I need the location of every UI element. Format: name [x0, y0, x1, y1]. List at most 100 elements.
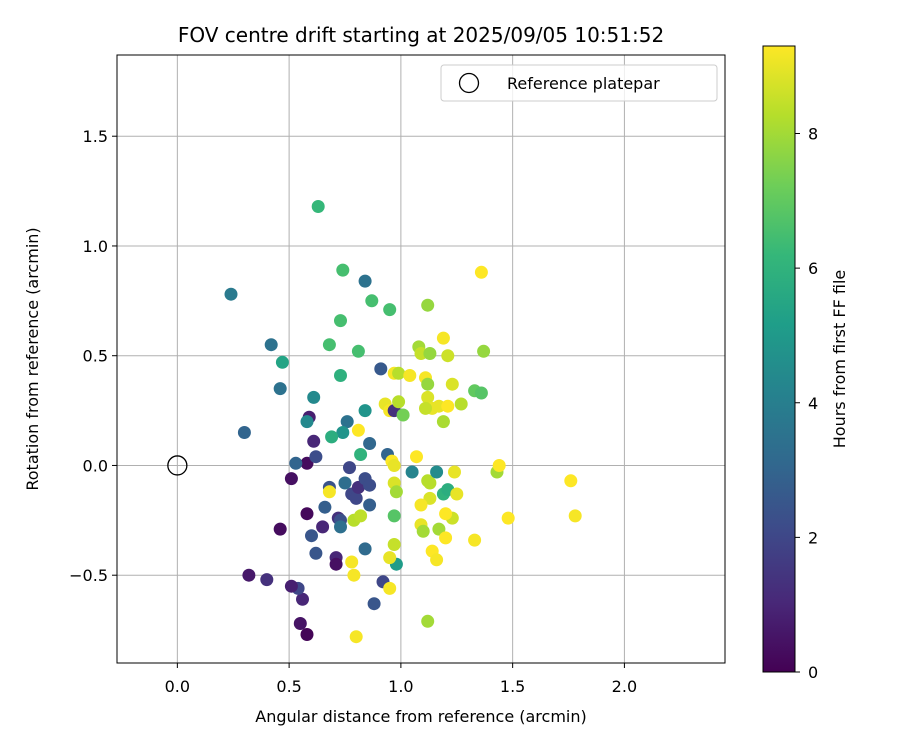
scatter-point — [338, 476, 352, 490]
scatter-point — [416, 524, 430, 538]
scatter-point — [454, 397, 468, 411]
scatter-point — [318, 500, 332, 514]
reference-marker — [167, 455, 188, 476]
legend-label: Reference platepar — [507, 74, 660, 93]
scatter-point — [347, 568, 361, 582]
scatter-point — [392, 366, 406, 380]
y-tick-label: 1.0 — [83, 237, 108, 256]
scatter-point — [367, 597, 381, 611]
scatter-point — [492, 459, 506, 472]
scatter-point — [363, 498, 377, 512]
scatter-point — [289, 456, 303, 470]
colorbar-label: Hours from first FF file — [830, 270, 849, 449]
scatter-point — [345, 555, 359, 569]
scatter-point — [300, 415, 314, 429]
x-axis-label: Angular distance from reference (arcmin) — [255, 707, 586, 726]
scatter-point — [389, 485, 403, 499]
scatter-point — [275, 355, 289, 369]
scatter-point — [374, 362, 388, 376]
scatter-point — [430, 465, 444, 479]
reference-layer — [167, 455, 188, 476]
scatter-point — [322, 338, 336, 352]
scatter-point — [441, 349, 455, 363]
legend-marker — [458, 72, 480, 94]
scatter-point — [273, 382, 287, 396]
scatter-point — [410, 450, 423, 464]
scatter-point — [358, 274, 372, 288]
scatter-point — [351, 423, 365, 437]
scatter-point — [439, 531, 453, 545]
scatter-point — [474, 386, 488, 400]
scatter-point — [307, 390, 321, 404]
y-tick-label: 1.5 — [83, 127, 108, 146]
colorbar-tick-label: 0 — [808, 663, 818, 682]
scatter-point — [296, 592, 309, 606]
colorbar-tick-label: 2 — [808, 528, 818, 547]
scatter-point — [300, 507, 314, 521]
scatter-point — [284, 472, 298, 486]
scatter-point — [387, 459, 401, 472]
scatter-point — [354, 509, 368, 523]
scatter-point — [414, 347, 428, 360]
scatter-point — [334, 314, 347, 328]
scatter-point — [423, 476, 437, 490]
colorbar-frame — [762, 45, 796, 673]
scatter-point — [300, 628, 314, 641]
scatter-point — [430, 553, 444, 567]
y-tick-label: 0.5 — [83, 347, 108, 366]
scatter-point — [474, 265, 488, 279]
scatter-point — [439, 507, 453, 521]
scatter-point — [414, 498, 428, 512]
scatter-point — [363, 437, 377, 450]
scatter-point — [358, 404, 372, 418]
legend: Reference platepar — [440, 64, 718, 102]
scatter-point — [316, 520, 330, 534]
scatter-point — [436, 415, 450, 429]
scatter-point — [358, 542, 372, 556]
colorbar: 0 2 4 6 8 Hours from first FF file — [762, 45, 849, 682]
x-tick-label: 2.0 — [612, 677, 637, 696]
scatter-point — [436, 331, 450, 345]
scatter-point — [340, 415, 354, 429]
scatter-point — [432, 399, 446, 413]
colorbar-tick-label: 4 — [808, 394, 818, 413]
scatter-point — [568, 509, 582, 523]
legend-box — [440, 64, 718, 102]
scatter-point — [450, 487, 464, 501]
tick-layer: 0.0 0.5 1.0 1.5 2.0 −0.5 0.0 0.5 1.0 1.5 — [69, 127, 637, 696]
y-tick-label: −0.5 — [69, 566, 108, 585]
scatter-point — [300, 456, 314, 470]
scatter-point — [354, 448, 368, 461]
scatter-point — [363, 478, 377, 492]
scatter-point — [501, 511, 515, 525]
colorbar-tick-label: 8 — [808, 125, 818, 144]
scatter-point — [419, 401, 432, 415]
scatter-point — [383, 551, 397, 565]
scatter-point — [349, 630, 363, 644]
scatter-point — [365, 294, 379, 308]
x-tick-label: 1.5 — [500, 677, 525, 696]
scatter-point — [284, 579, 298, 593]
scatter-point — [383, 581, 397, 595]
scatter-point — [329, 557, 343, 571]
scatter-point — [468, 533, 482, 547]
grid-layer — [117, 55, 725, 663]
scatter-point — [293, 617, 307, 630]
scatter-point — [336, 426, 350, 439]
scatter-point — [432, 522, 446, 536]
scatter-point — [421, 377, 435, 391]
colorbar-tick-label: 6 — [808, 259, 818, 278]
scatter-point — [421, 614, 435, 628]
scatter-point — [477, 344, 491, 358]
scatter-point — [334, 369, 347, 382]
chart-title: FOV centre drift starting at 2025/09/05 … — [178, 23, 664, 47]
points-layer — [224, 200, 582, 644]
scatter-point — [403, 369, 417, 382]
scatter-point — [305, 529, 318, 543]
scatter-point — [421, 298, 435, 312]
scatter-point — [441, 399, 455, 413]
scatter-point — [260, 573, 274, 587]
scatter-point — [322, 485, 336, 499]
x-tick-label: 0.5 — [276, 677, 301, 696]
